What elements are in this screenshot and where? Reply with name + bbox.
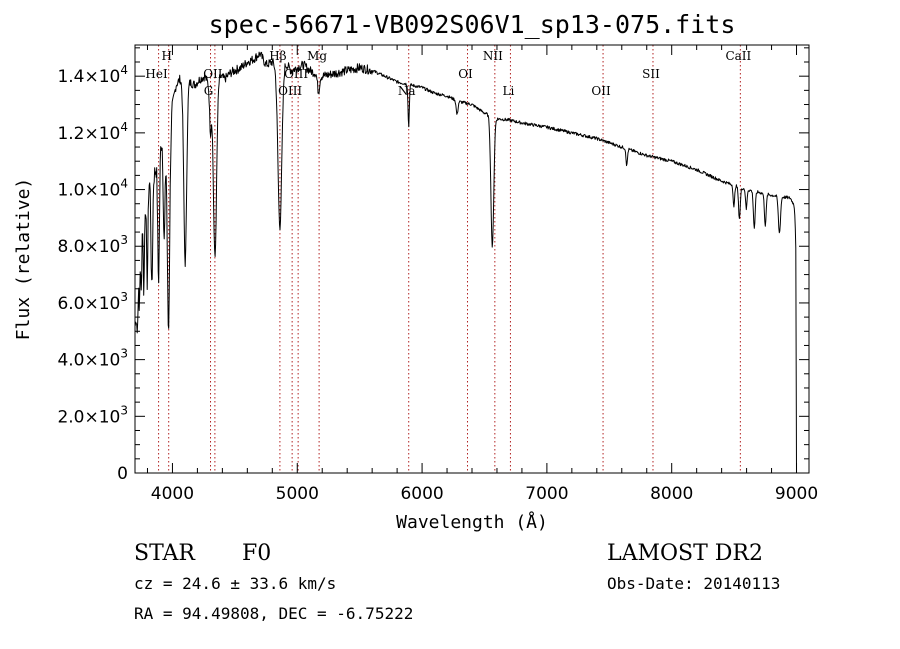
x-tick-label-4: 8000 xyxy=(650,484,693,504)
y-tick-label-4: 8.0×103 xyxy=(57,233,128,257)
marker-label-0: HeI xyxy=(145,67,168,81)
marker-label-8: Na xyxy=(398,84,416,98)
x-axis-label: Wavelength (Å) xyxy=(396,511,548,533)
survey-name: LAMOST DR2 xyxy=(607,541,763,566)
y-tick-label-5: 1.0×104 xyxy=(57,177,128,201)
y-tick-label-6: 1.2×104 xyxy=(57,120,128,144)
x-tick-label-5: 9000 xyxy=(775,484,818,504)
y-axis-label: Flux (relative) xyxy=(13,178,34,341)
marker-label-1: H xyxy=(161,49,171,63)
coordinates: RA = 94.49808, DEC = -6.75222 xyxy=(134,604,413,623)
x-axis-ticks: 4000 5000 6000 7000 8000 9000 xyxy=(146,45,818,504)
y-tick-label-2: 4.0×103 xyxy=(57,347,128,371)
object-subclass: F0 xyxy=(242,541,271,566)
y-tick-label-3: 6.0×103 xyxy=(57,290,128,314)
x-tick-label-2: 6000 xyxy=(400,484,443,504)
y-tick-label-7: 1.4×104 xyxy=(57,63,128,87)
chart-title: spec-56671-VB092S06V1_sp13-075.fits xyxy=(209,10,736,39)
marker-label-7: Mg xyxy=(307,49,327,63)
marker-label-11: Li xyxy=(503,84,515,98)
marker-label-4: Hβ xyxy=(269,49,286,63)
spectrum-line xyxy=(134,51,797,474)
y-tick-label-0: 0 xyxy=(117,464,128,484)
y-tick-label-1: 2.0×103 xyxy=(57,403,128,427)
spectrum-series xyxy=(134,51,797,474)
marker-label-10: NII xyxy=(483,49,503,63)
redshift-cz: cz = 24.6 ± 33.6 km/s xyxy=(134,574,336,593)
object-class: STAR xyxy=(134,541,196,566)
marker-label-9: OI xyxy=(458,67,473,81)
y-axis-ticks: 0 2.0×103 4.0×103 6.0×103 8.0×103 1.0×104 1.2×… xyxy=(57,47,809,484)
x-tick-label-3: 7000 xyxy=(525,484,568,504)
marker-label-14: CaII xyxy=(725,49,751,63)
marker-label-13: SII xyxy=(642,67,660,81)
marker-label-3: OII xyxy=(203,67,223,81)
observation-date: Obs-Date: 20140113 xyxy=(607,574,780,593)
x-tick-label-1: 5000 xyxy=(276,484,319,504)
x-tick-label-0: 4000 xyxy=(151,484,194,504)
plot-frame xyxy=(134,44,810,474)
marker-label-12: OII xyxy=(591,84,611,98)
marker-label-5: OIII xyxy=(278,84,302,98)
